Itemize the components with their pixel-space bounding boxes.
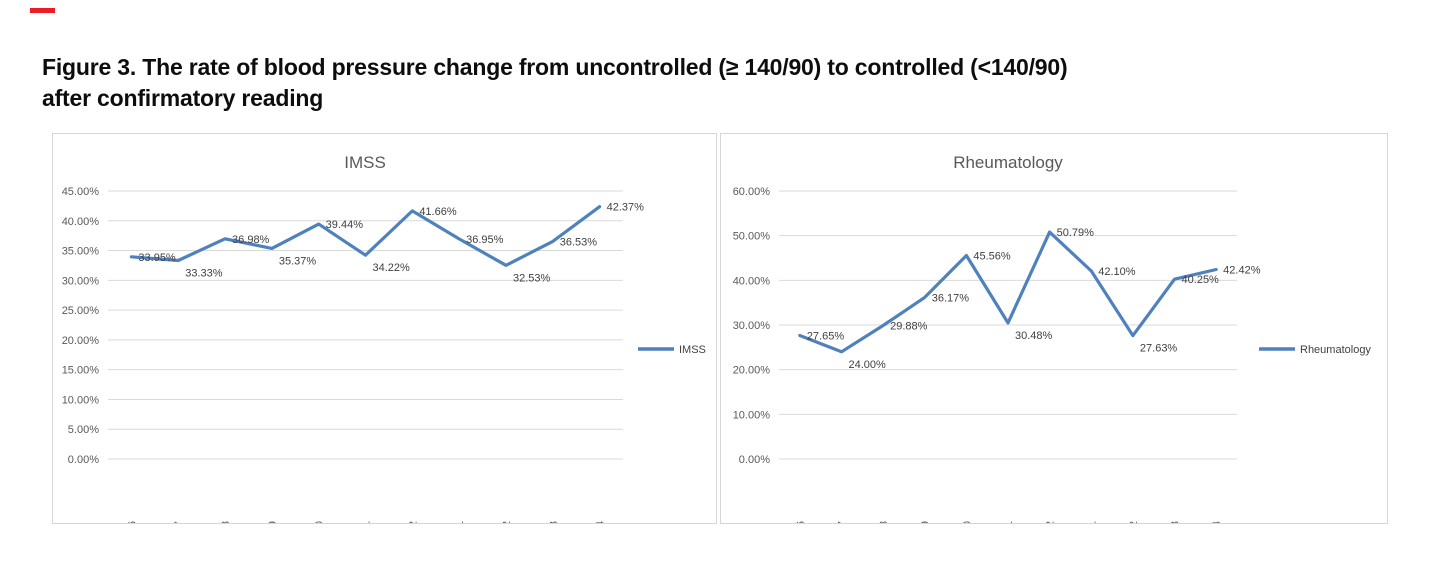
figure-title-line1: Figure 3. The rate of blood pressure cha…	[42, 54, 1068, 80]
x-axis-tick-label: 2022-06	[795, 521, 807, 523]
x-axis-tick-label: 2022-11	[1003, 521, 1015, 523]
x-axis-tick-label: 2022-07	[173, 521, 185, 523]
x-axis-tick-label: 2022-08	[220, 521, 232, 523]
x-axis-tick-label: 2022-12	[407, 521, 419, 523]
data-point-label: 24.00%	[848, 359, 886, 371]
x-axis-tick-label: 2022-10	[961, 521, 973, 523]
x-axis-tick-label: 2022-11	[361, 521, 373, 523]
charts-container: IMSS 0.00% 5.00% 10.00% 15.00% 20.00% 25.00% 30…	[52, 133, 1388, 524]
data-point-label: 34.22%	[373, 262, 411, 274]
data-point-label: 27.63%	[1140, 343, 1178, 355]
legend-label: IMSS	[679, 344, 706, 356]
x-axis-tick-label: 2023-02	[501, 521, 513, 523]
x-axis-tick-label: 2023-01	[1086, 521, 1098, 523]
data-point-label: 42.10%	[1098, 266, 1136, 278]
y-axis-tick-label: 0.00%	[739, 454, 770, 466]
data-point-label: 36.17%	[932, 292, 970, 304]
y-axis-tick-label: 20.00%	[733, 365, 771, 377]
imss-line-chart: IMSS 0.00% 5.00% 10.00% 15.00% 20.00% 25.00% 30…	[62, 153, 706, 523]
y-axis-tick-label: 60.00%	[733, 186, 771, 198]
chart-panel-imss: IMSS 0.00% 5.00% 10.00% 15.00% 20.00% 25.00% 30…	[52, 133, 717, 524]
x-axis-tick-label: 2023-04	[1211, 521, 1223, 523]
data-point-label: 36.53%	[560, 236, 598, 248]
x-axis-tick-label: 2023-02	[1128, 521, 1140, 523]
y-axis-tick-label: 35.00%	[62, 246, 100, 258]
x-axis-tick-label: 2023-03	[1170, 521, 1182, 523]
data-point-label: 33.95%	[138, 252, 176, 264]
data-point-label: 39.44%	[326, 219, 364, 231]
y-axis-tick-label: 50.00%	[733, 231, 771, 243]
figure-title: Figure 3. The rate of blood pressure cha…	[42, 52, 1382, 114]
y-axis-tick-label: 0.00%	[68, 454, 99, 466]
data-point-label: 41.66%	[419, 206, 457, 218]
data-point-label: 27.65%	[807, 330, 845, 342]
y-axis-tick-label: 40.00%	[62, 216, 100, 228]
data-series-line	[798, 230, 1218, 354]
legend-label: Rheumatology	[1300, 344, 1371, 356]
chart-title: IMSS	[344, 153, 386, 172]
data-point-label: 50.79%	[1057, 227, 1095, 239]
y-axis-tick-label: 10.00%	[62, 394, 100, 406]
data-point-label: 32.53%	[513, 272, 551, 284]
y-axis-tick-label: 15.00%	[62, 365, 100, 377]
x-axis-tick-label: 2022-12	[1045, 521, 1057, 523]
y-axis-tick-label: 30.00%	[733, 320, 771, 332]
chart-panel-rheumatology: Rheumatology 0.00% 10.00% 20.00% 30.00% 40.00…	[720, 133, 1388, 524]
data-point-label: 33.33%	[185, 268, 223, 280]
x-axis-tick-label: 2022-09	[920, 521, 932, 523]
data-point-label: 42.37%	[607, 202, 645, 214]
data-point-label: 36.98%	[232, 234, 270, 246]
data-point-label: 35.37%	[279, 255, 317, 267]
x-axis-tick-label: 2023-03	[548, 521, 560, 523]
x-axis-tick-label: 2023-04	[595, 521, 607, 523]
y-axis-tick-label: 5.00%	[68, 424, 99, 436]
y-axis-tick-label: 25.00%	[62, 305, 100, 317]
x-axis-tick-label: 2022-07	[836, 521, 848, 523]
x-axis-tick-label: 2022-08	[878, 521, 890, 523]
figure-title-line2: after confirmatory reading	[42, 85, 324, 111]
data-point-label: 30.48%	[1015, 330, 1053, 342]
red-mark	[30, 8, 55, 13]
y-axis-tick-label: 40.00%	[733, 275, 771, 287]
x-axis-tick-label: 2022-10	[314, 521, 326, 523]
y-axis-tick-label: 10.00%	[733, 409, 771, 421]
x-axis-tick-label: 2023-01	[454, 521, 466, 523]
y-axis-tick-label: 45.00%	[62, 186, 100, 198]
data-point-label: 29.88%	[890, 321, 928, 333]
rheumatology-line-chart: Rheumatology 0.00% 10.00% 20.00% 30.00% 40.00…	[733, 153, 1372, 523]
y-axis-tick-label: 30.00%	[62, 275, 100, 287]
chart-title: Rheumatology	[953, 153, 1063, 172]
data-point-label: 36.95%	[466, 234, 504, 246]
data-point-label: 40.25%	[1182, 274, 1220, 286]
x-axis-tick-label: 2022-09	[267, 521, 279, 523]
data-series-line	[129, 205, 602, 267]
data-point-label: 42.42%	[1223, 265, 1261, 277]
x-axis-tick-label: 2022-06	[126, 521, 138, 523]
y-axis-tick-label: 20.00%	[62, 335, 100, 347]
data-point-label: 45.56%	[973, 250, 1011, 262]
